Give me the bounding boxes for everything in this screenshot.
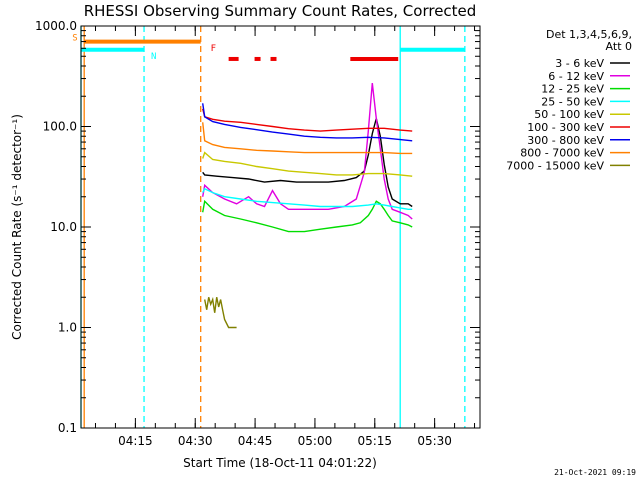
plot-frame [80, 25, 481, 429]
legend-label: 25 - 50 keV [541, 95, 604, 108]
status-flag-F: F [211, 44, 216, 54]
legend-label: 300 - 800 keV [527, 134, 604, 147]
legend-label: 3 - 6 keV [555, 57, 604, 70]
legend-label: 800 - 7000 keV [520, 147, 604, 160]
series-layer [202, 83, 413, 329]
series-line-2 [202, 199, 413, 233]
y-tick-label: 0.1 [58, 421, 77, 435]
series-line-8 [204, 296, 237, 329]
legend-header-line1: Det 1,3,4,5,6,9, [546, 28, 632, 41]
series-line-3 [202, 187, 413, 211]
y-axis-label: Corrected Count Rate (s⁻¹ detector⁻¹) [10, 114, 24, 340]
x-tick-label: 05:30 [417, 434, 452, 448]
series-line-7 [202, 122, 413, 155]
y-tick-label: 10.0 [50, 220, 77, 234]
x-tick-label: 04:45 [238, 434, 273, 448]
legend-label: 50 - 100 keV [534, 108, 604, 121]
x-axis-label: Start Time (18-Oct-11 04:01:22) [183, 456, 377, 470]
x-tick-label: 04:30 [178, 434, 213, 448]
y-tick-label: 1.0 [58, 321, 77, 335]
series-line-0 [202, 118, 413, 208]
y-tick-label: 1000.0 [35, 19, 77, 33]
legend-label: 12 - 25 keV [541, 83, 604, 96]
series-line-4 [202, 151, 413, 177]
series-line-1 [202, 83, 413, 220]
chart-title: RHESSI Observing Summary Count Rates, Co… [84, 2, 477, 20]
x-tick-label: 05:15 [357, 434, 392, 448]
plot-area: S N F [72, 26, 466, 428]
axes: 0.1 1.0 10.0 100.0 1000.0 04:15 04:30 04:45 05:0… [35, 19, 481, 448]
status-flag-N: N [151, 52, 156, 62]
legend-label: 6 - 12 keV [548, 70, 604, 83]
x-tick-label: 04:15 [118, 434, 153, 448]
status-flag-S: S [72, 34, 77, 44]
legend-header-line2: Att 0 [606, 40, 632, 53]
series-line-6 [202, 103, 413, 142]
legend-label: 100 - 300 keV [527, 121, 604, 134]
x-tick-label: 05:00 [298, 434, 333, 448]
y-tick-label: 100.0 [43, 120, 77, 134]
render-timestamp: 21-Oct-2021 09:19 [554, 468, 636, 477]
legend-label: 7000 - 15000 keV [506, 159, 604, 172]
series-line-5 [202, 108, 413, 132]
